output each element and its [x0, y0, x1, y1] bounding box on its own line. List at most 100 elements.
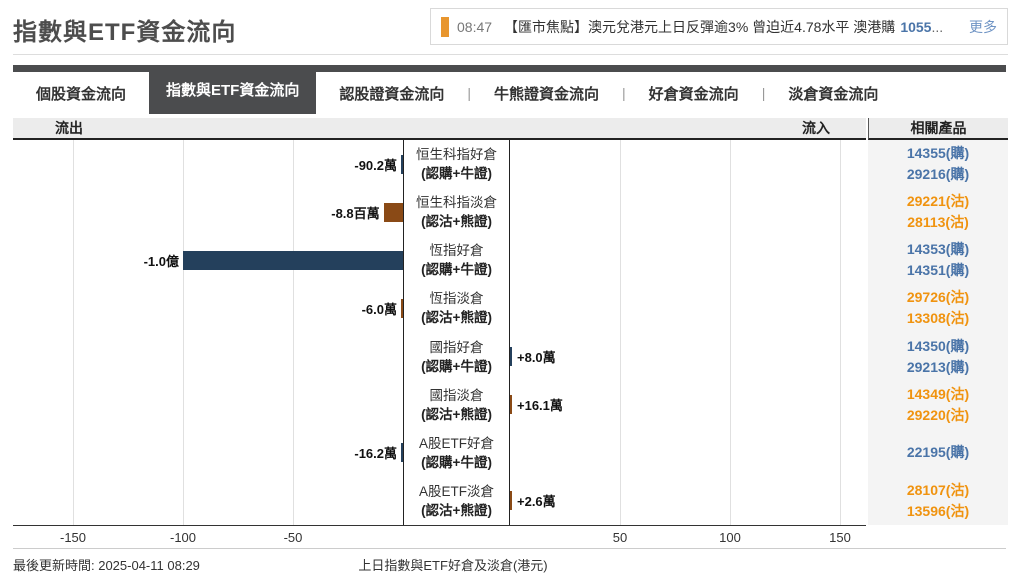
product-code-link[interactable]: 29220(沽)	[906, 406, 970, 423]
last-updated: 最後更新時間: 2025-04-11 08:29	[13, 558, 200, 573]
x-tick-label: 50	[612, 530, 628, 545]
category-subtitle: (認沽+熊證)	[421, 406, 492, 422]
product-code-link[interactable]: 14351(購)	[906, 262, 970, 279]
category-name: A股ETF好倉	[418, 435, 494, 451]
tab-section: 個股資金流向 指數與ETF資金流向 認股證資金流向 | 牛熊證資金流向 | 好倉資金流向 | 淡…	[13, 65, 1006, 114]
header-divider	[13, 54, 1008, 55]
x-axis-ticks: -150 -100 -50 50 100 150	[13, 525, 866, 548]
news-more-link[interactable]: 更多	[969, 18, 997, 35]
product-code-link[interactable]: 13308(沽)	[906, 310, 970, 327]
flow-value-label: -90.2萬	[354, 157, 397, 173]
category-cell: 恒生科指淡倉 (認沽+熊證)	[403, 188, 510, 237]
product-code-link[interactable]: 29221(沽)	[906, 193, 970, 210]
inflow-bar	[510, 395, 512, 415]
category-cell: 恒生科指好倉 (認購+牛證)	[403, 140, 510, 189]
x-tick-label: -150	[59, 530, 87, 545]
category-subtitle: (認購+牛證)	[421, 262, 492, 278]
x-tick-label: 100	[719, 530, 741, 545]
flow-value-label: -1.0億	[143, 253, 179, 269]
chart-row: 國指好倉 (認購+牛證) +8.0萬 14350(購) 29213(購)	[13, 332, 1008, 381]
gridline	[840, 140, 841, 525]
category-subtitle: (認沽+熊證)	[421, 214, 492, 230]
tab-topbar	[13, 65, 1006, 72]
category-cell: 國指好倉 (認購+牛證)	[403, 332, 510, 381]
flow-chart: -90.2萬 恒生科指好倉 (認購+牛證) 14355(購) 29216(購) -8.8百…	[13, 140, 1008, 525]
tab-5[interactable]: 淡倉資金流向	[788, 85, 879, 103]
category-name: 恆指好倉	[429, 243, 484, 259]
page-title: 指數與ETF資金流向	[13, 19, 237, 46]
outflow-label: 流出	[55, 120, 83, 136]
product-code-link[interactable]: 29726(沽)	[906, 289, 970, 306]
flow-value-label: +2.6萬	[517, 494, 556, 510]
category-name: A股ETF淡倉	[418, 483, 494, 499]
chart-row: -16.2萬 A股ETF好倉 (認購+牛證) 22195(購)	[13, 428, 1008, 477]
flow-value-label: -8.8百萬	[331, 205, 380, 221]
x-axis: -150 -100 -50 50 100 150	[13, 525, 1008, 548]
tab-separator: |	[467, 85, 472, 101]
inflow-zone: +16.1萬	[510, 381, 866, 429]
tab-bar: 個股資金流向 指數與ETF資金流向 認股證資金流向 | 牛熊證資金流向 | 好倉資金流向 | 淡…	[13, 65, 1006, 114]
product-code-link[interactable]: 14350(購)	[906, 337, 970, 354]
inflow-zone	[510, 429, 866, 477]
news-stock-code-link[interactable]: 1055	[900, 18, 932, 35]
product-code-link[interactable]: 28113(沽)	[907, 214, 969, 231]
outflow-zone	[13, 333, 403, 381]
product-code-link[interactable]: 29216(購)	[906, 166, 970, 183]
gridline	[183, 140, 184, 525]
outflow-zone: -6.0萬	[13, 284, 403, 332]
gridline	[730, 140, 731, 525]
footer: 最後更新時間: 2025-04-11 08:29 上日指數與ETF好倉及淡倉(港…	[13, 552, 1006, 576]
chart-row: -6.0萬 恆指淡倉 (認沽+熊證) 29726(沽) 13308(沽)	[13, 284, 1008, 333]
category-subtitle: (認沽+熊證)	[421, 502, 492, 518]
x-tick-label: -100	[169, 530, 197, 545]
product-code-link[interactable]: 14353(購)	[906, 241, 970, 258]
news-ellipsis: ...	[931, 18, 944, 35]
category-name: 恒生科指淡倉	[416, 195, 497, 211]
product-code-link[interactable]: 28107(沽)	[906, 481, 970, 498]
chart-row: A股ETF淡倉 (認沽+熊證) +2.6萬 28107(沽) 13596(沽)	[13, 476, 1008, 525]
tab-3[interactable]: 牛熊證資金流向	[494, 85, 600, 103]
news-flag-icon	[441, 16, 449, 37]
chart-row: -8.8百萬 恒生科指淡倉 (認沽+熊證) 29221(沽) 28113(沽)	[13, 188, 1008, 237]
product-code-link[interactable]: 14349(沽)	[906, 385, 970, 402]
inflow-label: 流入	[802, 120, 830, 136]
flow-value-label: -6.0萬	[361, 301, 397, 317]
category-name: 恒生科指好倉	[416, 147, 497, 163]
inflow-zone	[510, 236, 866, 284]
outflow-bar	[383, 202, 403, 222]
news-time: 08:47	[457, 18, 493, 35]
gridline	[620, 140, 621, 525]
tab-4[interactable]: 好倉資金流向	[648, 85, 739, 103]
tab-2[interactable]: 認股證資金流向	[339, 85, 445, 103]
flow-value-label: +8.0萬	[517, 350, 556, 366]
tab-1-active[interactable]: 指數與ETF資金流向	[149, 65, 317, 114]
inflow-zone: +8.0萬	[510, 333, 866, 381]
related-products-cell: 22195(購)	[868, 428, 1008, 477]
category-subtitle: (認購+牛證)	[421, 454, 492, 470]
chart-row: -90.2萬 恒生科指好倉 (認購+牛證) 14355(購) 29216(購)	[13, 140, 1008, 189]
tab-0[interactable]: 個股資金流向	[36, 85, 127, 103]
related-products-cell: 14355(購) 29216(購)	[868, 140, 1008, 189]
product-code-link[interactable]: 14355(購)	[906, 145, 970, 162]
inflow-zone	[510, 188, 866, 236]
inflow-zone: +2.6萬	[510, 477, 866, 525]
product-code-link[interactable]: 22195(購)	[906, 444, 970, 461]
chart-row: -1.0億 恆指好倉 (認購+牛證) 14353(購) 14351(購)	[13, 236, 1008, 285]
product-code-link[interactable]: 13596(沽)	[906, 502, 970, 519]
gridline	[73, 140, 74, 525]
outflow-zone	[13, 381, 403, 429]
footer-divider	[13, 548, 1006, 549]
product-code-link[interactable]: 29213(購)	[906, 358, 970, 375]
outflow-bar	[401, 154, 403, 174]
news-headline-link[interactable]: 【匯市焦點】澳元兌港元上日反彈逾3% 曾迫近4.78水平 澳港購	[504, 18, 896, 35]
strip-gap	[866, 118, 868, 140]
flow-header: 流出 流入	[13, 118, 866, 140]
related-products-cell: 14349(沽) 29220(沽)	[868, 380, 1008, 429]
category-cell: A股ETF好倉 (認購+牛證)	[403, 428, 510, 477]
x-tick-label: -50	[283, 530, 303, 545]
category-subtitle: (認購+牛證)	[421, 358, 492, 374]
news-ticker: 08:47 【匯市焦點】澳元兌港元上日反彈逾3% 曾迫近4.78水平 澳港購 1…	[430, 8, 1008, 45]
related-products-cell: 29726(沽) 13308(沽)	[868, 284, 1008, 333]
inflow-bar	[510, 347, 512, 367]
